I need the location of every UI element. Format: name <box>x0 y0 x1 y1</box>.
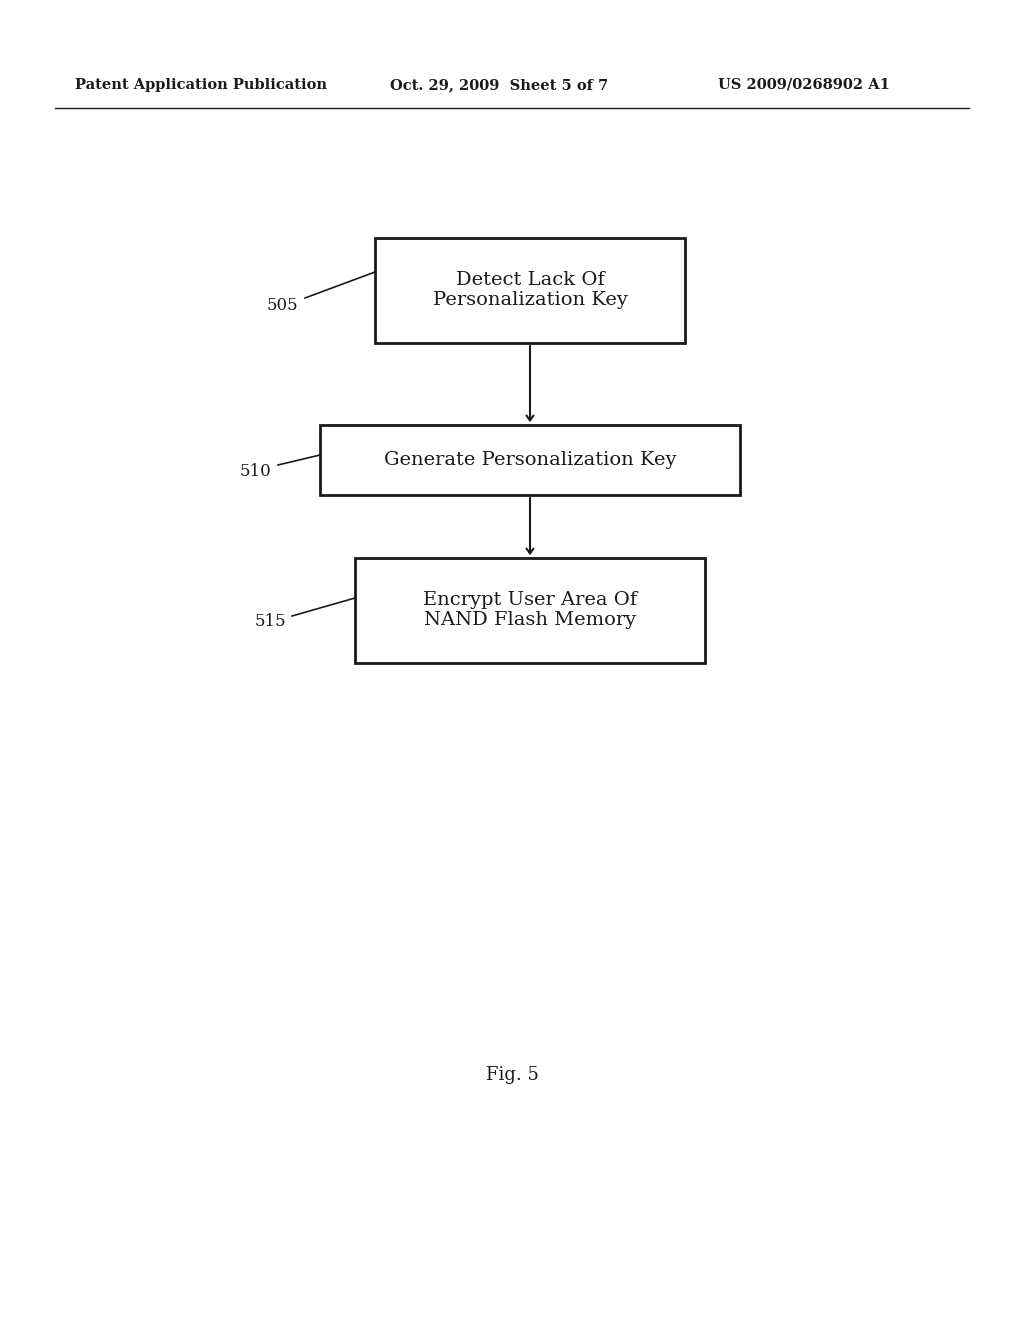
Text: Fig. 5: Fig. 5 <box>485 1067 539 1084</box>
Text: Detect Lack Of
Personalization Key: Detect Lack Of Personalization Key <box>432 271 628 309</box>
Text: 510: 510 <box>240 463 271 480</box>
Bar <box>319 425 740 495</box>
Text: US 2009/0268902 A1: US 2009/0268902 A1 <box>718 78 890 92</box>
Text: Oct. 29, 2009  Sheet 5 of 7: Oct. 29, 2009 Sheet 5 of 7 <box>390 78 608 92</box>
Bar <box>375 238 685 342</box>
Bar <box>355 557 705 663</box>
Text: 505: 505 <box>267 297 299 314</box>
Text: Patent Application Publication: Patent Application Publication <box>75 78 327 92</box>
Text: Generate Personalization Key: Generate Personalization Key <box>384 451 676 469</box>
Text: 515: 515 <box>255 614 287 631</box>
Text: Encrypt User Area Of
NAND Flash Memory: Encrypt User Area Of NAND Flash Memory <box>423 590 637 630</box>
